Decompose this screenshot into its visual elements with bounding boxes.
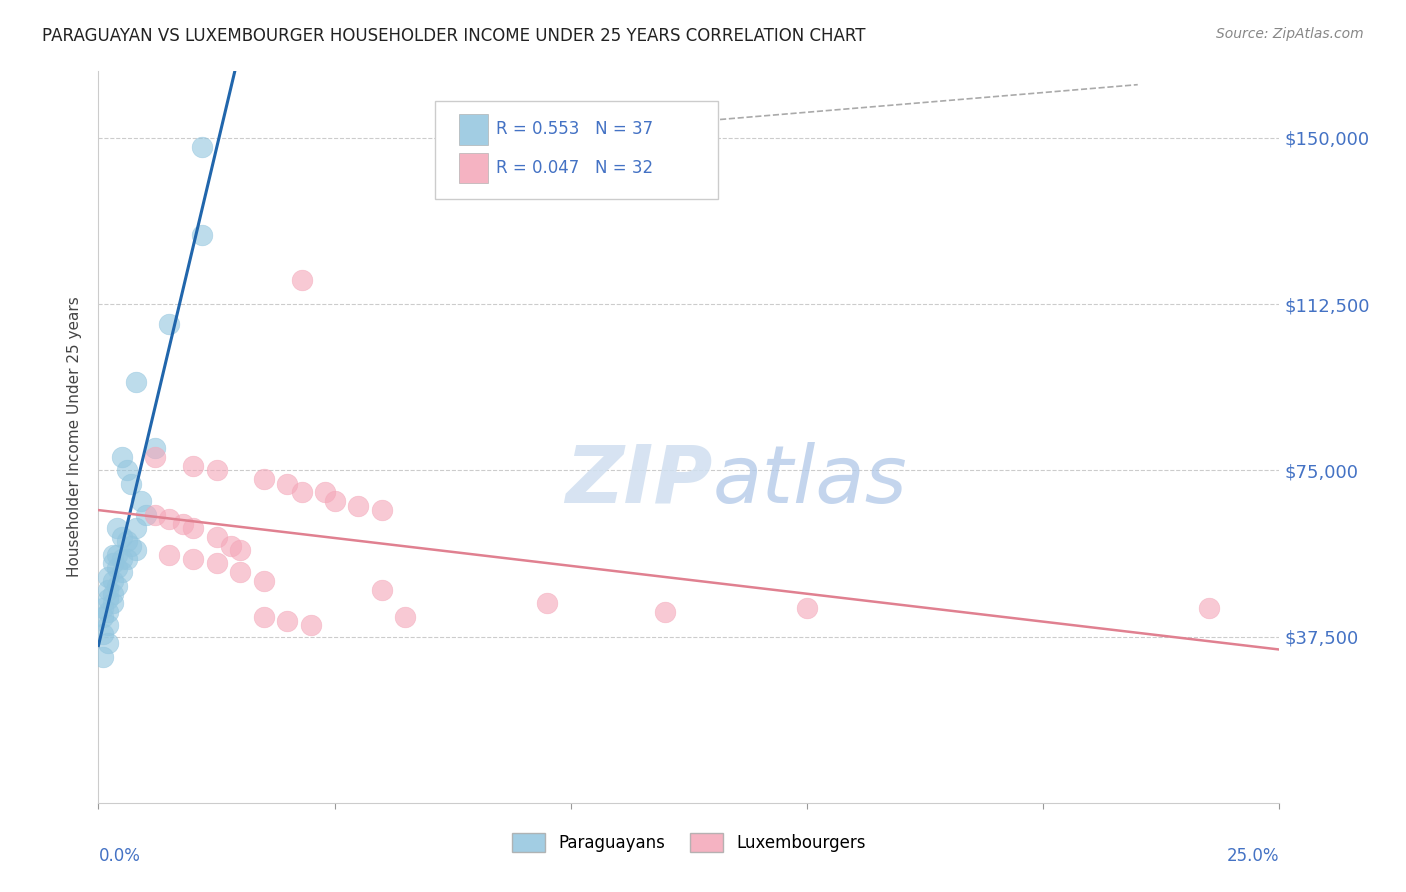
Point — [97, 605, 120, 619]
Point — [157, 317, 180, 331]
FancyBboxPatch shape — [434, 101, 718, 200]
Text: R = 0.047   N = 32: R = 0.047 N = 32 — [496, 159, 654, 177]
Point — [181, 552, 204, 566]
Point — [654, 605, 676, 619]
Point — [125, 543, 148, 558]
Point — [97, 618, 120, 632]
Point — [91, 609, 114, 624]
Point — [143, 441, 166, 455]
Point — [101, 587, 124, 601]
Point — [105, 578, 128, 592]
Point — [371, 582, 394, 597]
Point — [111, 530, 134, 544]
Text: ZIP: ZIP — [565, 442, 713, 520]
Point — [91, 600, 114, 615]
Legend: Paraguayans, Luxembourgers: Paraguayans, Luxembourgers — [503, 824, 875, 860]
Text: atlas: atlas — [713, 442, 907, 520]
Point — [253, 574, 276, 589]
Point — [191, 139, 214, 153]
FancyBboxPatch shape — [458, 114, 488, 145]
Point — [111, 566, 134, 580]
Point — [1198, 600, 1220, 615]
Point — [796, 600, 818, 615]
Point — [219, 539, 242, 553]
Point — [97, 570, 120, 584]
Point — [299, 618, 322, 632]
Y-axis label: Householder Income Under 25 years: Householder Income Under 25 years — [67, 297, 83, 577]
Point — [323, 494, 346, 508]
Point — [536, 596, 558, 610]
Point — [394, 609, 416, 624]
Point — [111, 552, 134, 566]
Point — [105, 521, 128, 535]
Point — [229, 543, 252, 558]
Point — [157, 548, 180, 562]
Point — [101, 557, 124, 571]
Point — [105, 561, 128, 575]
Point — [129, 494, 152, 508]
Point — [135, 508, 157, 522]
Point — [371, 503, 394, 517]
Point — [181, 458, 204, 473]
Point — [157, 512, 180, 526]
Point — [91, 627, 114, 641]
FancyBboxPatch shape — [458, 153, 488, 183]
Text: R = 0.553   N = 37: R = 0.553 N = 37 — [496, 120, 654, 138]
Point — [97, 591, 120, 606]
Point — [276, 476, 298, 491]
Point — [115, 534, 138, 549]
Point — [91, 649, 114, 664]
Point — [101, 574, 124, 589]
Point — [115, 463, 138, 477]
Point — [205, 557, 228, 571]
Point — [143, 450, 166, 464]
Point — [253, 472, 276, 486]
Point — [121, 476, 143, 491]
Point — [205, 530, 228, 544]
Point — [143, 508, 166, 522]
Point — [276, 614, 298, 628]
Point — [191, 228, 214, 243]
Point — [101, 596, 124, 610]
Point — [205, 463, 228, 477]
Point — [101, 548, 124, 562]
Point — [229, 566, 252, 580]
Point — [253, 609, 276, 624]
Point — [125, 375, 148, 389]
Text: PARAGUAYAN VS LUXEMBOURGER HOUSEHOLDER INCOME UNDER 25 YEARS CORRELATION CHART: PARAGUAYAN VS LUXEMBOURGER HOUSEHOLDER I… — [42, 27, 866, 45]
Point — [347, 499, 370, 513]
Point — [172, 516, 194, 531]
Point — [290, 273, 312, 287]
Text: 25.0%: 25.0% — [1227, 847, 1279, 864]
Point — [115, 552, 138, 566]
Point — [121, 539, 143, 553]
Point — [314, 485, 336, 500]
Point — [97, 582, 120, 597]
Point — [181, 521, 204, 535]
Point — [97, 636, 120, 650]
Text: Source: ZipAtlas.com: Source: ZipAtlas.com — [1216, 27, 1364, 41]
Point — [105, 548, 128, 562]
Point — [125, 521, 148, 535]
Point — [111, 450, 134, 464]
Text: 0.0%: 0.0% — [98, 847, 141, 864]
Point — [290, 485, 312, 500]
